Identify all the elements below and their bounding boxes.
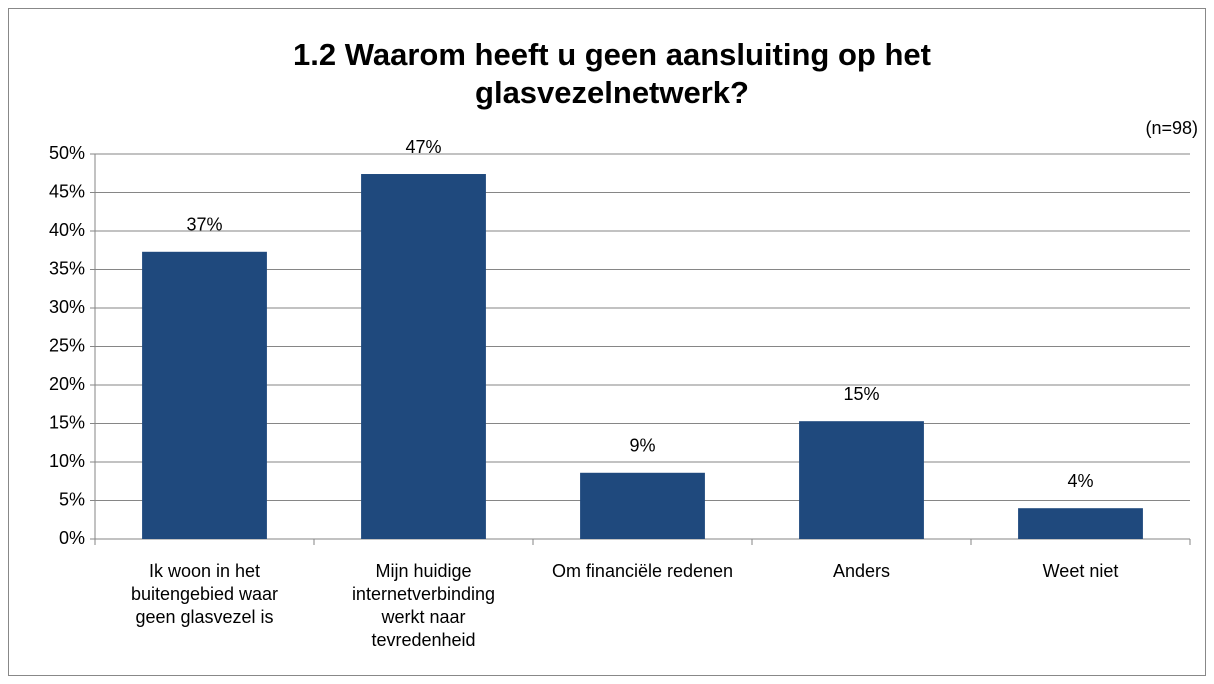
bar: [1018, 508, 1143, 539]
y-tick-label: 20%: [49, 374, 85, 394]
y-tick-label: 5%: [59, 489, 85, 509]
y-tick-label: 40%: [49, 220, 85, 240]
y-tick-label: 0%: [59, 528, 85, 548]
y-tick-label: 50%: [49, 143, 85, 163]
bar: [799, 421, 924, 539]
y-tick-label: 25%: [49, 335, 85, 355]
data-label: 4%: [1067, 471, 1093, 491]
y-tick-label: 15%: [49, 412, 85, 432]
frame-border: [8, 8, 1206, 676]
data-label: 9%: [629, 436, 655, 456]
bar: [142, 251, 267, 540]
y-tick-label: 10%: [49, 451, 85, 471]
x-tick-label: Ik woon in het buitengebied waar geen gl…: [130, 561, 279, 627]
x-tick-label: Anders: [832, 561, 891, 581]
x-tick-label: Weet niet: [1042, 561, 1119, 581]
data-label: 15%: [843, 384, 879, 404]
data-label: 47%: [405, 137, 441, 157]
x-tick-label: Mijn huidige internetverbinding werkt na…: [351, 561, 496, 650]
bar: [361, 174, 486, 539]
annotation: (n=98): [1145, 118, 1198, 138]
x-tick-label: Om financiële redenen: [551, 561, 734, 581]
y-tick-label: 45%: [49, 181, 85, 201]
data-label: 37%: [186, 215, 222, 235]
y-tick-label: 35%: [49, 258, 85, 278]
y-tick-label: 30%: [49, 297, 85, 317]
bar: [580, 472, 705, 539]
chart-title: 1.2 Waarom heeft u geen aansluiting op h…: [293, 37, 931, 110]
